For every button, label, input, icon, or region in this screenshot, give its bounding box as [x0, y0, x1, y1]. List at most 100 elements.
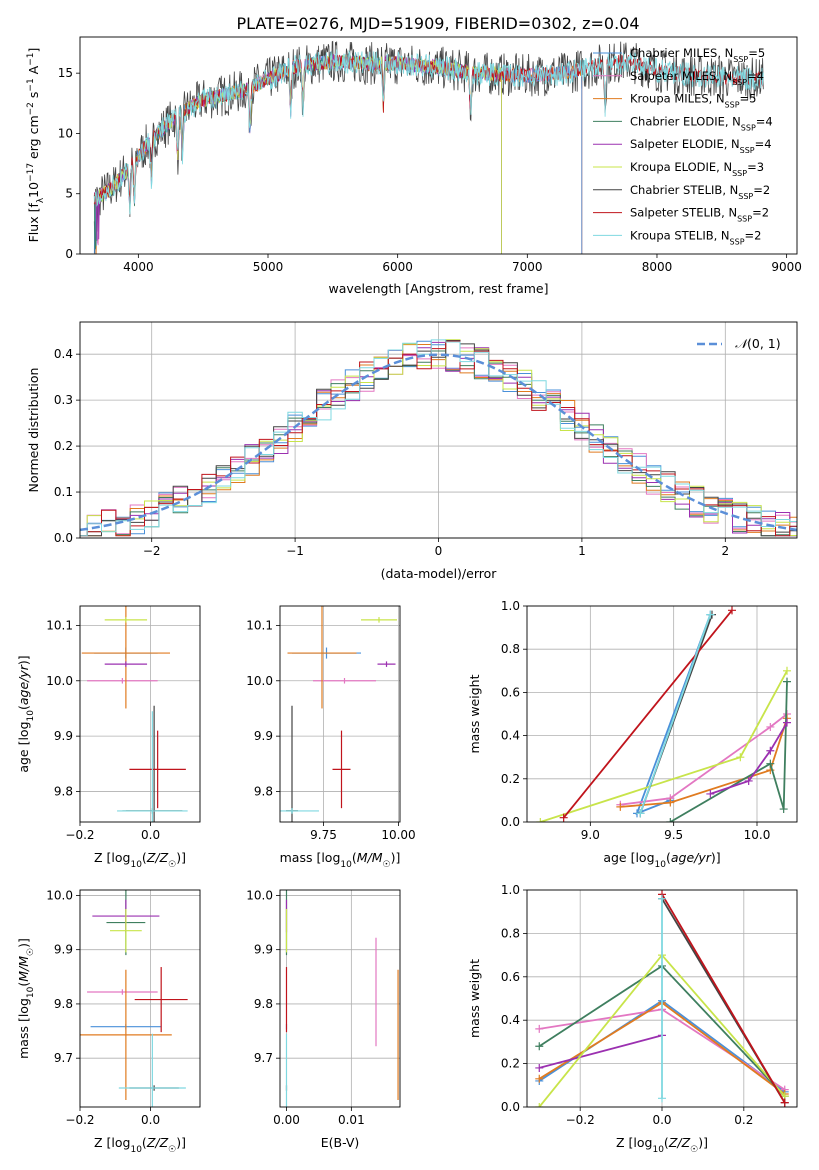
legend-label-kroupa-miles: Kroupa MILES, NSSP=5 — [630, 92, 756, 110]
weight-series-kroupa-elodie — [536, 666, 791, 822]
weight-marker — [706, 610, 715, 619]
weight-marker — [535, 1103, 544, 1107]
x-tick-label: 0.0 — [652, 1113, 671, 1127]
y-tick-label: 9.9 — [254, 729, 273, 743]
weight-marker — [780, 1098, 789, 1107]
weight-marker — [766, 746, 775, 755]
y-axis-label: mass weight — [467, 674, 482, 753]
y-tick-label: 0.8 — [501, 926, 520, 940]
x-tick-label: 1 — [578, 544, 586, 558]
weight-line — [639, 614, 712, 814]
errorbar-salpeter-elodie — [377, 661, 396, 667]
x-tick-label: −1 — [286, 544, 304, 558]
x-tick-label: 0.01 — [338, 1113, 365, 1127]
errorbar-salpeter-stelib — [332, 730, 351, 809]
y-tick-label: 9.9 — [254, 943, 273, 957]
x-tick-label: 6000 — [382, 260, 413, 274]
weight-marker — [535, 1063, 544, 1072]
x-axis-label: age [log10(age/yr)] — [603, 850, 720, 870]
weight-marker — [783, 677, 791, 686]
plot-area-weight-vs-z — [535, 890, 789, 1107]
y-tick-label: 10.1 — [46, 618, 73, 632]
y-tick-label: 10.0 — [246, 674, 273, 688]
axes-frame — [79, 321, 798, 539]
axes-frame — [526, 889, 798, 1108]
x-tick-label: −0.2 — [65, 828, 94, 842]
y-tick-label: 9.8 — [254, 785, 273, 799]
x-tick-label: 2 — [721, 544, 729, 558]
weight-marker — [666, 798, 675, 807]
y-tick-label: 15 — [58, 66, 73, 80]
weight-marker — [744, 776, 753, 785]
axes-frame — [79, 605, 201, 823]
weight-series-salpeter-elodie — [535, 1031, 666, 1072]
y-tick-label: 0.6 — [501, 970, 520, 984]
weight-series-salpeter-stelib — [658, 890, 789, 1107]
x-axis-label: wavelength [Angstrom, rest frame] — [328, 281, 548, 296]
plot-area-age-vs-z — [81, 606, 188, 822]
plot-area-spectrum — [93, 40, 764, 254]
y-tick-label: 9.8 — [54, 997, 73, 1011]
y-tick-label: 10.0 — [46, 888, 73, 902]
y-axis-label: mass [log10(M/M☉)] — [16, 938, 36, 1059]
errorbar-salpeter-stelib — [134, 967, 188, 1033]
axes-frame — [79, 36, 798, 255]
weight-line — [539, 1034, 663, 1069]
weight-series-salpeter-stelib — [559, 606, 736, 822]
weight-line — [710, 722, 788, 795]
x-tick-label: 8000 — [642, 260, 673, 274]
x-tick-label: 10.0 — [744, 828, 771, 842]
x-tick-label: 0 — [435, 544, 443, 558]
legend-label-chabrier-stelib: Chabrier STELIB, NSSP=2 — [630, 183, 770, 201]
x-tick-label: 9.5 — [664, 828, 683, 842]
errorbar-kroupa-elodie — [104, 617, 148, 623]
x-axis-label: Z [log10(Z/Z☉)] — [616, 1135, 708, 1155]
x-axis-label: Z [log10(Z/Z☉)] — [94, 850, 186, 870]
y-axis-label: mass weight — [467, 959, 482, 1038]
x-tick-label: −2 — [143, 544, 161, 558]
weight-marker — [706, 789, 715, 798]
axes-frame — [279, 605, 401, 823]
errorbar-kroupa-miles — [80, 969, 172, 1100]
y-tick-label: 0.6 — [501, 685, 520, 699]
y-tick-label: 9.9 — [54, 943, 73, 957]
weight-marker — [636, 809, 645, 818]
axes-frame — [79, 889, 201, 1108]
y-tick-label: 0.0 — [501, 1100, 520, 1114]
panel-weight-vs-z: −0.2 0.0 0.2 0.0 0.2 0.4 0.6 0.8 1.0 Z [log10(Z/Z… — [467, 883, 798, 1155]
weight-marker — [779, 805, 788, 814]
weight-marker — [766, 759, 775, 768]
y-tick-label: 9.9 — [54, 729, 73, 743]
x-tick-label: 0.2 — [734, 1113, 753, 1127]
y-tick-label: 0.8 — [501, 642, 520, 656]
legend-label-chabrier-miles: Chabrier MILES, NSSP=5 — [630, 46, 765, 64]
weight-marker — [736, 753, 745, 762]
x-tick-label: 7000 — [512, 260, 543, 274]
y-tick-label: 10.1 — [246, 618, 273, 632]
y-tick-label: 0.0 — [54, 531, 73, 545]
x-tick-label: 5000 — [253, 260, 284, 274]
panel-mass-vs-z: −0.2 0.0 9.7 9.8 9.9 10.0 Z [log10(Z/Z☉)] mass … — [16, 888, 201, 1155]
gaussian-curve — [80, 353, 797, 532]
plot-area-mass-vs-ebv — [285, 890, 399, 1107]
legend-label-salpeter-miles: Salpeter MILES, NSSP=4 — [630, 69, 764, 87]
y-tick-label: 0.4 — [54, 347, 73, 361]
plot-area-histogram — [80, 339, 797, 537]
legend-label-salpeter-elodie: Salpeter ELODIE, NSSP=4 — [630, 137, 772, 155]
spectrum-line-kroupa-stelib — [93, 49, 764, 215]
legend-label-chabrier-elodie: Chabrier ELODIE, NSSP=4 — [630, 114, 773, 131]
histogram-kroupa-stelib — [80, 339, 797, 537]
x-tick-label: 10.00 — [381, 828, 415, 842]
x-axis-label: Z [log10(Z/Z☉)] — [94, 1135, 186, 1155]
weight-marker — [783, 718, 791, 727]
y-tick-label: 0.2 — [54, 439, 73, 453]
weight-series-kroupa-miles — [616, 714, 791, 811]
x-axis-label: E(B-V) — [321, 1135, 360, 1150]
x-axis-label: (data-model)/error — [381, 566, 498, 581]
errorbar-salpeter-stelib — [129, 730, 186, 809]
weight-line — [661, 893, 786, 1104]
errorbar-kroupa-miles — [287, 606, 357, 709]
weight-marker — [536, 818, 545, 822]
panel-histogram: −2 −1 0 1 2 0.0 0.1 0.2 0.3 0.4 𝒩(0, 1) (data-model… — [26, 321, 798, 581]
legend-label-salpeter-stelib: Salpeter STELIB, NSSP=2 — [630, 206, 769, 224]
